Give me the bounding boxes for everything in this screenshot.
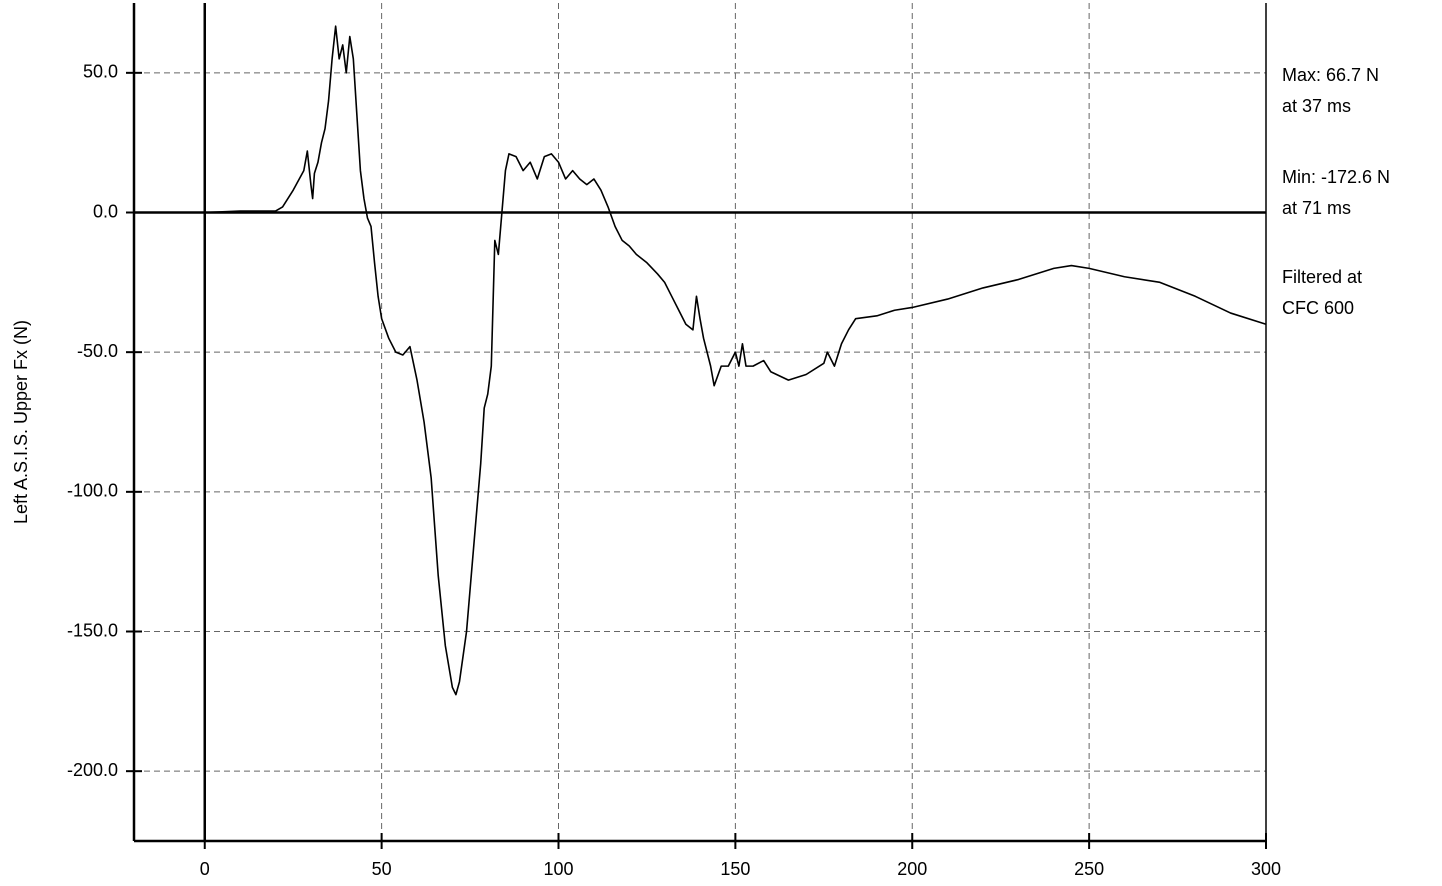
x-tick-label: 200	[897, 859, 927, 879]
y-tick-label: -100.0	[67, 481, 118, 501]
y-tick-label: 0.0	[93, 201, 118, 221]
data-line	[134, 25, 1267, 696]
annotation: CFC 600	[1282, 298, 1354, 318]
y-tick-label: 50.0	[83, 62, 118, 82]
x-tick-label: 150	[720, 859, 750, 879]
annotation: at 37 ms	[1282, 96, 1351, 116]
annotation: Filtered at	[1282, 267, 1362, 287]
x-tick-label: 300	[1251, 859, 1281, 879]
y-tick-label: -50.0	[77, 341, 118, 361]
y-axis-label: Left A.S.I.S. Upper Fx (N)	[11, 320, 31, 524]
y-tick-label: -200.0	[67, 760, 118, 780]
x-tick-label: 100	[543, 859, 573, 879]
x-tick-label: 250	[1074, 859, 1104, 879]
annotation: Min: -172.6 N	[1282, 167, 1390, 187]
annotation: at 71 ms	[1282, 198, 1351, 218]
x-tick-label: 50	[372, 859, 392, 879]
x-tick-label: 0	[200, 859, 210, 879]
annotation: Max: 66.7 N	[1282, 65, 1379, 85]
y-tick-label: -150.0	[67, 620, 118, 640]
